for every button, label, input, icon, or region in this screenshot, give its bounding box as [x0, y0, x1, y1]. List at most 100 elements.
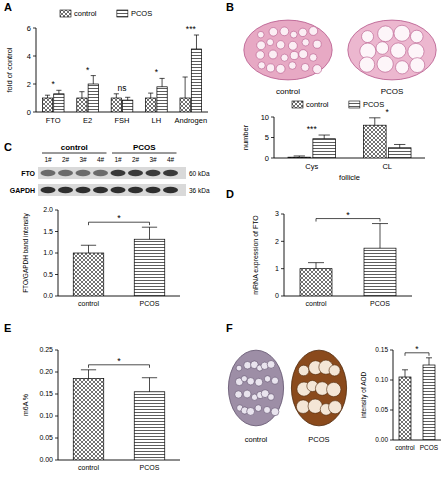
panel-label: B: [226, 1, 234, 13]
follicle: [276, 64, 285, 73]
lane-label: 4#: [167, 156, 175, 163]
y-tick-label: 0.10: [375, 376, 388, 383]
error-bar: [148, 93, 153, 98]
error-cap: [56, 90, 61, 91]
bar: [134, 239, 165, 296]
significance: *: [415, 344, 419, 354]
ihc: controlPCOS: [226, 345, 349, 444]
error-bar: [372, 224, 388, 249]
error-line: [116, 94, 117, 98]
band: [111, 187, 126, 193]
follicle: [258, 31, 265, 38]
error-bar: [194, 35, 199, 49]
error-line: [324, 135, 325, 139]
band: [58, 170, 73, 176]
follicle: [271, 408, 279, 416]
marks: [300, 224, 396, 296]
chart: 0.00.51.01.52.0FTO/GAPDH band intensityc…: [22, 206, 180, 307]
bar: [180, 98, 190, 112]
image-label: control: [276, 87, 300, 96]
y-axis: [393, 350, 394, 440]
bar: [288, 157, 311, 158]
y-tick-label: 10: [261, 113, 269, 122]
lane-label: 2#: [132, 156, 140, 163]
bar: [191, 49, 201, 112]
lane-label: 3#: [149, 156, 157, 163]
error-cap: [394, 144, 405, 145]
follicle: [281, 54, 288, 61]
band: [93, 187, 108, 193]
y-tick-label: 0.5: [43, 271, 53, 278]
follicle: [410, 58, 425, 73]
significance: *: [346, 210, 350, 220]
legend-swatch: [292, 101, 303, 108]
follicle: [299, 50, 308, 59]
error-line: [399, 144, 400, 147]
follicle: [313, 40, 321, 48]
y-tick-label: 0: [265, 154, 269, 163]
y-axis-label: FTO/GAPDH band intensity: [22, 212, 30, 292]
follicle: [243, 390, 251, 398]
follicle: [309, 27, 318, 36]
band: [76, 170, 91, 176]
error-cap: [402, 369, 408, 370]
y-tick-label: 0.05: [375, 406, 388, 413]
error-cap: [125, 97, 130, 98]
bar: [134, 392, 165, 460]
panel-label: E: [4, 322, 11, 334]
follicle: [267, 360, 275, 368]
error-bar: [319, 135, 330, 139]
image-frame: [226, 345, 286, 431]
y-tick-label: 1.0: [43, 249, 53, 256]
follicle: [391, 43, 406, 58]
y-tick-label: 1: [275, 265, 279, 272]
follicle: [276, 41, 284, 49]
bar: [111, 98, 121, 112]
background: [0, 0, 445, 500]
y-axis: [284, 214, 285, 296]
error-cap: [308, 262, 324, 263]
band: [58, 187, 73, 193]
y-tick-label: 2.0: [43, 206, 53, 213]
band-size: 60 kDa: [189, 170, 210, 177]
follicle: [269, 28, 278, 37]
error-cap: [114, 93, 119, 94]
error-cap: [142, 227, 157, 228]
legend-label: PCOS: [131, 9, 152, 18]
follicle: [290, 51, 298, 59]
panel-label: A: [4, 1, 12, 13]
x-tick-label: control: [78, 300, 99, 307]
follicle: [258, 62, 265, 69]
follicle: [267, 39, 274, 46]
bar: [73, 253, 104, 296]
error-line: [429, 358, 430, 365]
tissue: [244, 20, 332, 80]
follicle: [313, 65, 322, 74]
group-line: [42, 153, 107, 154]
bar: [313, 139, 336, 158]
error-line: [196, 35, 197, 49]
follicle: [378, 26, 394, 42]
follicle: [280, 27, 289, 36]
legend-swatch: [349, 101, 360, 108]
follicle: [396, 61, 409, 74]
error-cap: [81, 369, 96, 370]
band-size: 36 kDa: [189, 187, 210, 194]
error-cap: [91, 75, 96, 76]
x-tick-label: FTO: [46, 116, 61, 125]
y-tick-label: 0.10: [39, 412, 53, 419]
error-bar: [426, 358, 432, 365]
y-tick-label: 6: [27, 24, 31, 33]
y-tick-label: 4: [27, 52, 31, 61]
band-name: GAPDH: [10, 187, 35, 194]
y-tick-label: 0.00: [375, 436, 388, 443]
error-bar: [294, 156, 305, 157]
marks: [42, 35, 201, 112]
lane-label: 2#: [62, 156, 70, 163]
x-tick-label: PCOS: [420, 444, 439, 451]
error-cap: [294, 155, 305, 156]
lane-label: 1#: [44, 156, 52, 163]
legend-swatch: [60, 10, 71, 17]
error-cap: [426, 357, 432, 358]
error-line: [88, 370, 89, 379]
